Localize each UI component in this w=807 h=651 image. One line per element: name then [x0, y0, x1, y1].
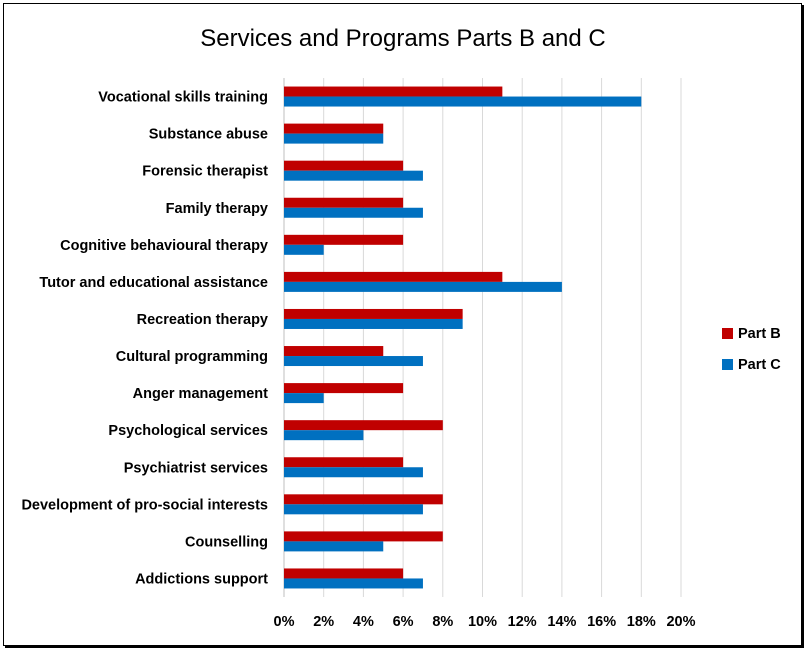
x-tick-label: 2% — [313, 614, 334, 630]
x-tick-label: 14% — [547, 614, 576, 630]
category-label: Forensic therapist — [142, 164, 268, 180]
category-label: Vocational skills training — [98, 90, 268, 106]
bar-part-b — [284, 308, 463, 319]
bar-part-c — [284, 504, 423, 515]
x-tick-label: 8% — [432, 614, 453, 630]
x-tick-label: 18% — [627, 614, 656, 630]
bar-part-c — [284, 244, 324, 255]
category-label: Recreation therapy — [137, 312, 268, 328]
bar-part-b — [284, 86, 503, 97]
x-tick-label: 16% — [587, 614, 616, 630]
bar-part-c — [284, 170, 423, 181]
bar-part-c — [284, 356, 423, 367]
x-tick-label: 20% — [666, 614, 695, 630]
category-label: Family therapy — [166, 201, 268, 217]
bar-part-b — [284, 420, 443, 431]
bar-part-b — [284, 346, 384, 357]
bar-part-b — [284, 160, 404, 171]
bar-part-b — [284, 568, 404, 579]
legend-swatch — [722, 359, 733, 370]
legend: Part B Part C — [722, 326, 781, 373]
bar-part-c — [284, 281, 562, 292]
x-tick-labels: 0% 2% 4% 6% 8% 10% 12% 14% 16% 18% 20% — [274, 614, 696, 630]
bar-part-b — [284, 234, 404, 245]
bar-part-c — [284, 207, 423, 218]
legend-label: Part C — [738, 357, 781, 373]
category-label: Cognitive behavioural therapy — [60, 238, 268, 254]
x-tick-label: 6% — [393, 614, 414, 630]
gridlines — [283, 78, 682, 597]
bar-part-c — [284, 96, 642, 107]
bar-part-b — [284, 531, 443, 542]
bar-part-b — [284, 494, 443, 505]
bar-part-c — [284, 578, 423, 589]
category-label: Substance abuse — [149, 127, 268, 143]
bar-part-b — [284, 383, 404, 394]
chart-title: Services and Programs Parts B and C — [200, 25, 606, 52]
bar-part-c — [284, 467, 423, 478]
category-label: Anger management — [133, 386, 269, 402]
category-label: Development of pro-social interests — [21, 497, 268, 513]
bar-part-b — [284, 457, 404, 468]
category-label: Psychiatrist services — [124, 460, 268, 476]
bar-part-c — [284, 393, 324, 404]
x-tick-label: 0% — [274, 614, 295, 630]
bar-part-c — [284, 318, 463, 329]
x-tick-label: 4% — [353, 614, 374, 630]
bar-part-b — [284, 197, 404, 208]
x-tick-label: 12% — [508, 614, 537, 630]
bar-part-c — [284, 430, 364, 441]
category-label: Addictions support — [135, 571, 268, 587]
category-label: Tutor and educational assistance — [39, 275, 268, 291]
bar-part-c — [284, 133, 384, 144]
category-labels: Vocational skills training Substance abus… — [21, 90, 268, 588]
category-label: Cultural programming — [116, 349, 268, 365]
legend-label: Part B — [738, 326, 781, 342]
x-tick-label: 10% — [468, 614, 497, 630]
bar-part-b — [284, 271, 503, 282]
category-label: Psychological services — [108, 423, 268, 439]
legend-swatch — [722, 328, 733, 339]
bar-part-c — [284, 541, 384, 552]
bars — [284, 86, 642, 589]
category-label: Counselling — [185, 534, 268, 550]
bar-part-b — [284, 123, 384, 134]
